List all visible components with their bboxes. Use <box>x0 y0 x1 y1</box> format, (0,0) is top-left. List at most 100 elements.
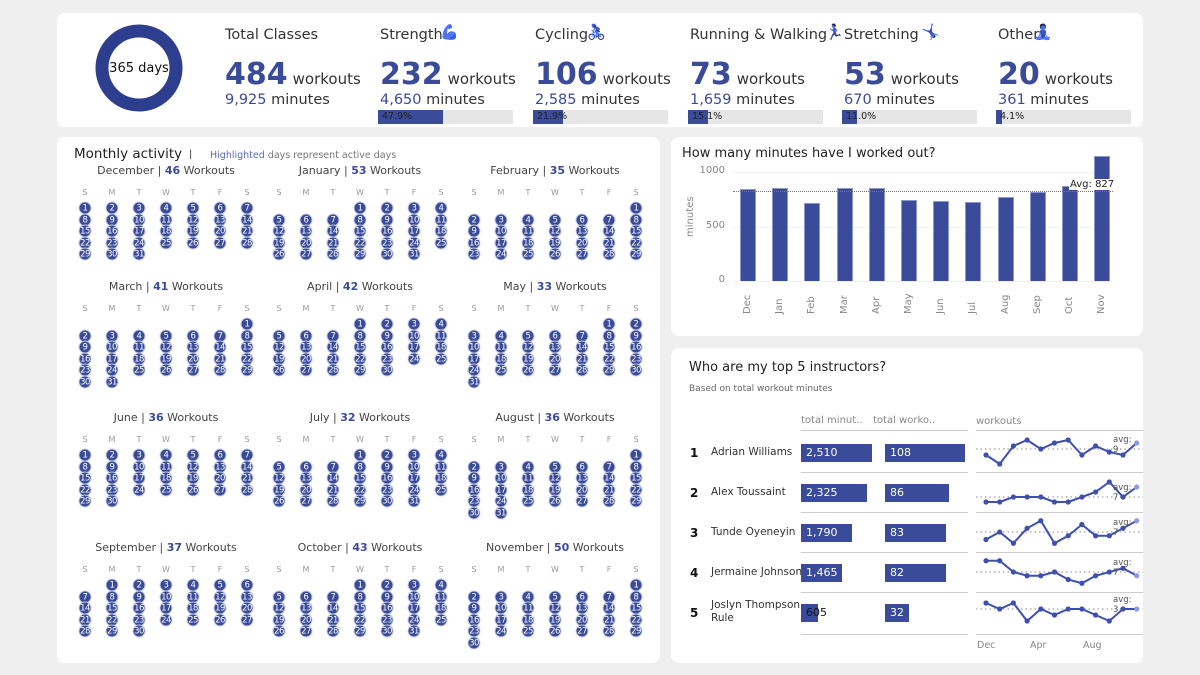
calendar-day[interactable]: 27 <box>213 236 227 249</box>
calendar-day[interactable]: 19 <box>272 352 286 365</box>
trend-point[interactable] <box>1079 494 1085 500</box>
calendar-day[interactable]: 31 <box>132 247 146 261</box>
calendar-day[interactable]: 12 <box>272 224 286 238</box>
trend-point[interactable] <box>1079 606 1085 612</box>
calendar-day[interactable]: 29 <box>629 494 643 508</box>
calendar-day[interactable]: 23 <box>629 352 643 365</box>
bar-jun[interactable] <box>933 200 950 281</box>
trend-point[interactable] <box>1065 606 1071 612</box>
calendar-day[interactable]: 26 <box>272 494 286 508</box>
calendar-day[interactable]: 25 <box>521 624 535 638</box>
calendar-day[interactable]: 30 <box>105 247 119 261</box>
trend-point[interactable] <box>1079 521 1085 528</box>
calendar-day[interactable]: 28 <box>213 363 227 377</box>
calendar-day[interactable]: 26 <box>213 613 227 626</box>
bar-nov[interactable] <box>1094 156 1111 281</box>
calendar-day[interactable]: 4 <box>186 578 200 592</box>
calendar-day[interactable]: 29 <box>353 494 367 508</box>
trend-point[interactable] <box>1120 606 1126 612</box>
bar-jul[interactable] <box>965 201 982 281</box>
calendar-day[interactable]: 19 <box>548 236 562 249</box>
calendar-day[interactable]: 30 <box>78 375 92 388</box>
calendar-day[interactable]: 28 <box>326 247 340 261</box>
calendar-day[interactable]: 31 <box>494 506 508 519</box>
calendar-day[interactable]: 8 <box>602 329 616 342</box>
calendar-day[interactable]: 31 <box>407 247 421 261</box>
calendar-day[interactable]: 28 <box>326 624 340 638</box>
calendar-day[interactable]: 28 <box>602 624 616 638</box>
calendar-day[interactable]: 11 <box>186 590 200 603</box>
calendar-day[interactable]: 25 <box>494 363 508 377</box>
calendar-day[interactable]: 30 <box>132 624 146 638</box>
trend-point[interactable] <box>1120 452 1126 458</box>
calendar-day[interactable]: 25 <box>434 613 448 626</box>
calendar-day[interactable]: 6 <box>299 329 313 342</box>
trend-point[interactable] <box>1038 446 1044 452</box>
bar-sep[interactable] <box>1029 192 1046 281</box>
calendar-day[interactable]: 18 <box>521 613 535 626</box>
col-header-workouts[interactable]: total worko.. <box>873 415 936 426</box>
calendar-day[interactable]: 22 <box>240 352 254 365</box>
calendar-day[interactable]: 31 <box>407 494 421 508</box>
calendar-day[interactable]: 20 <box>575 236 589 249</box>
calendar-day[interactable]: 31 <box>407 624 421 638</box>
bar-dec[interactable] <box>740 189 756 281</box>
trend-point[interactable] <box>1051 612 1058 618</box>
trend-point[interactable] <box>1051 440 1058 446</box>
calendar-day[interactable]: 25 <box>521 494 535 508</box>
trend-point[interactable] <box>997 461 1003 467</box>
calendar-day[interactable]: 7 <box>326 590 340 603</box>
bar-may[interactable] <box>901 200 917 281</box>
calendar-day[interactable]: 26 <box>186 483 200 496</box>
calendar-day[interactable]: 26 <box>272 363 286 377</box>
trend-point[interactable] <box>1051 499 1058 505</box>
calendar-day[interactable]: 29 <box>629 247 643 261</box>
calendar-day[interactable]: 25 <box>159 236 173 249</box>
calendar-day[interactable]: 4 <box>132 329 146 342</box>
calendar-day[interactable]: 26 <box>159 363 173 377</box>
calendar-day[interactable]: 3 <box>407 317 421 331</box>
trend-point[interactable] <box>983 499 989 505</box>
calendar-day[interactable]: 21 <box>326 613 340 626</box>
calendar-day[interactable]: 28 <box>326 363 340 377</box>
calendar-day[interactable]: 27 <box>240 613 254 626</box>
calendar-day[interactable]: 25 <box>186 613 200 626</box>
calendar-day[interactable]: 28 <box>602 247 616 261</box>
trend-point[interactable] <box>1024 618 1030 624</box>
trend-point[interactable] <box>1134 440 1140 446</box>
trend-point[interactable] <box>1010 600 1016 606</box>
calendar-day[interactable]: 21 <box>602 613 616 626</box>
calendar-day[interactable]: 25 <box>159 483 173 496</box>
calendar-day[interactable]: 29 <box>78 494 92 508</box>
calendar-day[interactable]: 27 <box>575 624 589 638</box>
calendar-day[interactable]: 25 <box>434 236 448 249</box>
calendar-day[interactable]: 6 <box>299 460 313 473</box>
calendar-day[interactable]: 29 <box>240 363 254 377</box>
calendar-day[interactable]: 24 <box>494 247 508 261</box>
calendar-day[interactable]: 7 <box>326 329 340 342</box>
calendar-day[interactable]: 4 <box>521 590 535 603</box>
calendar-day[interactable]: 26 <box>548 624 562 638</box>
calendar-day[interactable]: 3 <box>407 578 421 592</box>
calendar-day[interactable]: 31 <box>105 375 119 388</box>
calendar-day[interactable]: 15 <box>78 224 92 238</box>
trend-point[interactable] <box>1038 606 1044 612</box>
bar-mar[interactable] <box>836 187 853 281</box>
calendar-day[interactable]: 8 <box>629 590 643 603</box>
trend-point[interactable] <box>1065 437 1071 443</box>
trend-point[interactable] <box>1038 573 1044 579</box>
calendar-day[interactable]: 30 <box>105 494 119 508</box>
trend-point[interactable] <box>983 452 989 458</box>
trend-point[interactable] <box>1010 540 1016 546</box>
trend-point[interactable] <box>1106 449 1112 455</box>
trend-point[interactable] <box>1106 479 1112 485</box>
trend-point[interactable] <box>997 499 1003 505</box>
trend-point[interactable] <box>1079 452 1085 458</box>
calendar-day[interactable]: 27 <box>548 363 562 377</box>
calendar-day[interactable]: 29 <box>78 247 92 261</box>
calendar-day[interactable]: 26 <box>272 624 286 638</box>
calendar-day[interactable]: 29 <box>353 363 367 377</box>
calendar-day[interactable]: 21 <box>240 471 254 485</box>
calendar-day[interactable]: 10 <box>159 590 173 603</box>
trend-point[interactable] <box>1010 494 1016 500</box>
